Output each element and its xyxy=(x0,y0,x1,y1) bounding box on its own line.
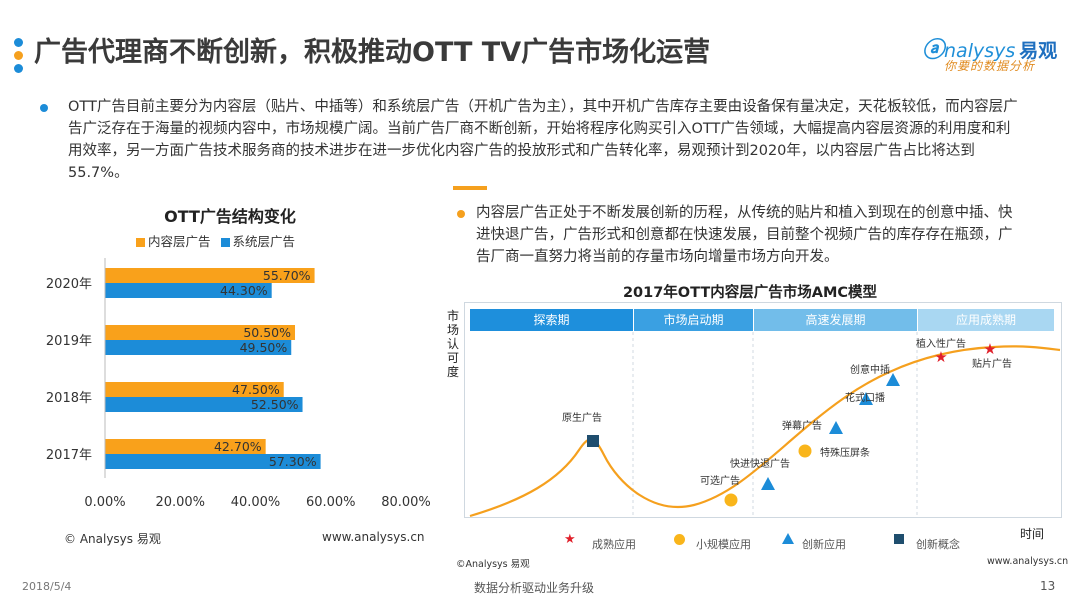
amc-copyright: ©Analysys 易观 xyxy=(456,559,530,570)
legend-circle-icon xyxy=(674,534,685,545)
marker-innovation xyxy=(761,477,775,490)
amc-point-label: 贴片广告 xyxy=(972,357,1012,370)
bar-content xyxy=(105,382,284,397)
footer-slogan: 数据分析驱动业务升级 xyxy=(474,581,595,595)
amc-point-label: 植入性广告 xyxy=(916,337,966,350)
bar-category-label: 2017年 xyxy=(46,448,92,463)
legend-small: 小规模应用 xyxy=(696,538,751,551)
bar-tick-label: 60.00% xyxy=(306,495,356,510)
amc-title: 2017年OTT内容层广告市场AMC模型 xyxy=(622,285,878,301)
bar-tick-label: 0.00% xyxy=(84,495,125,510)
amc-point-label: 弹幕广告 xyxy=(782,419,822,432)
phase-growth: 高速发展期 xyxy=(754,309,917,331)
left-copyright: © Analysys 易观 xyxy=(64,532,161,546)
bar-chart-title: OTT广告结构变化 xyxy=(164,207,296,226)
bar-category-label: 2018年 xyxy=(46,391,92,406)
legend-concept: 创新概念 xyxy=(916,538,960,551)
phase-mature: 应用成熟期 xyxy=(918,309,1054,331)
amc-url: www.analysys.cn xyxy=(987,556,1069,567)
amc-frame xyxy=(464,302,1062,518)
amc-point-label: 原生广告 xyxy=(562,411,602,424)
bullet-dot xyxy=(40,104,48,112)
marker-concept xyxy=(587,435,599,447)
bar-value-label: 44.30% xyxy=(220,283,268,298)
bar-value-label: 57.30% xyxy=(269,454,317,469)
phase-launch: 市场启动期 xyxy=(634,309,753,331)
bar-category-label: 2019年 xyxy=(46,334,92,349)
bar-tick-label: 80.00% xyxy=(381,495,431,510)
bar-value-label: 55.70% xyxy=(263,268,311,283)
legend-innovation: 创新应用 xyxy=(802,538,846,551)
bar-system xyxy=(105,397,303,412)
amc-curve xyxy=(469,345,1061,518)
marker-small xyxy=(724,493,738,507)
marker-small xyxy=(798,444,812,458)
amc-x-label: 时间 xyxy=(1020,527,1045,541)
legend-swatch-system xyxy=(220,238,230,247)
legend-label-content: 内容层广告 xyxy=(148,234,211,249)
amc-y-label: 市场认可度 xyxy=(447,309,460,379)
bar-system xyxy=(105,454,321,469)
legend-label-system: 系统层广告 xyxy=(232,234,296,249)
bar-tick-label: 20.00% xyxy=(155,495,205,510)
bar-content xyxy=(105,268,315,283)
amc-point-label: 可选广告 xyxy=(700,474,740,487)
amc-point-label: 创意中插 xyxy=(850,363,890,376)
bar-value-label: 49.50% xyxy=(240,340,288,355)
marker-mature: ★ xyxy=(934,348,947,366)
marker-innovation xyxy=(886,373,900,386)
left-url: www.analysys.cn xyxy=(322,530,425,544)
bar-value-label: 42.70% xyxy=(214,439,262,454)
footer-page-number: 13 xyxy=(1040,579,1056,593)
legend-swatch-content xyxy=(136,238,145,247)
amc-point-label: 快进快退广告 xyxy=(730,457,790,470)
logo: ⓐnalysys 易观 xyxy=(922,32,1057,64)
marker-mature: ★ xyxy=(983,340,996,358)
bar-tick-label: 40.00% xyxy=(231,495,281,510)
page-title: 广告代理商不断创新，积极推动OTT TV广告市场化运营 xyxy=(34,37,711,68)
legend-square-icon xyxy=(894,534,904,544)
intro-paragraph: OTT广告目前主要分为内容层（贴片、中插等）和系统层广告（开机广告为主），其中开… xyxy=(68,99,1018,181)
bar-value-label: 52.50% xyxy=(251,397,299,412)
bar-system xyxy=(105,283,272,298)
bar-value-label: 50.50% xyxy=(243,325,291,340)
marker-innovation xyxy=(859,392,873,405)
amc-point-label: 特殊压屏条 xyxy=(820,446,870,459)
bar-category-label: 2020年 xyxy=(46,277,92,292)
bullet-dot-right xyxy=(457,210,465,218)
logo-cn-text: 易观 xyxy=(1019,40,1058,62)
footer-date: 2018/5/4 xyxy=(22,580,72,593)
bar-chart-legend: 内容层广告 系统层广告 xyxy=(130,231,295,250)
phase-explore: 探索期 xyxy=(470,309,633,331)
legend-mature: 成熟应用 xyxy=(592,538,636,551)
bar-content xyxy=(105,439,266,454)
bar-value-label: 47.50% xyxy=(232,382,280,397)
amc-point-label: 花式口播 xyxy=(845,391,885,404)
logo-en-text: nalysys xyxy=(944,40,1016,62)
logo-a-icon: ⓐ xyxy=(922,38,945,63)
bar-content xyxy=(105,325,296,340)
logo-tagline: 你要的数据分析 xyxy=(944,59,1036,73)
accent-bar xyxy=(453,186,487,190)
bar-chart: 2020年 55.70%44.30% 2019年 50.50%49.50% 2018年 4… xyxy=(46,258,431,510)
legend-triangle-icon xyxy=(782,533,794,544)
marker-innovation xyxy=(829,421,843,434)
legend-star-icon: ★ xyxy=(564,532,576,547)
bar-system xyxy=(105,340,292,355)
right-paragraph: 内容层广告正处于不断发展创新的历程，从传统的贴片和植入到现在的创意中插、快进快退… xyxy=(476,205,1013,265)
title-dots xyxy=(14,38,26,78)
